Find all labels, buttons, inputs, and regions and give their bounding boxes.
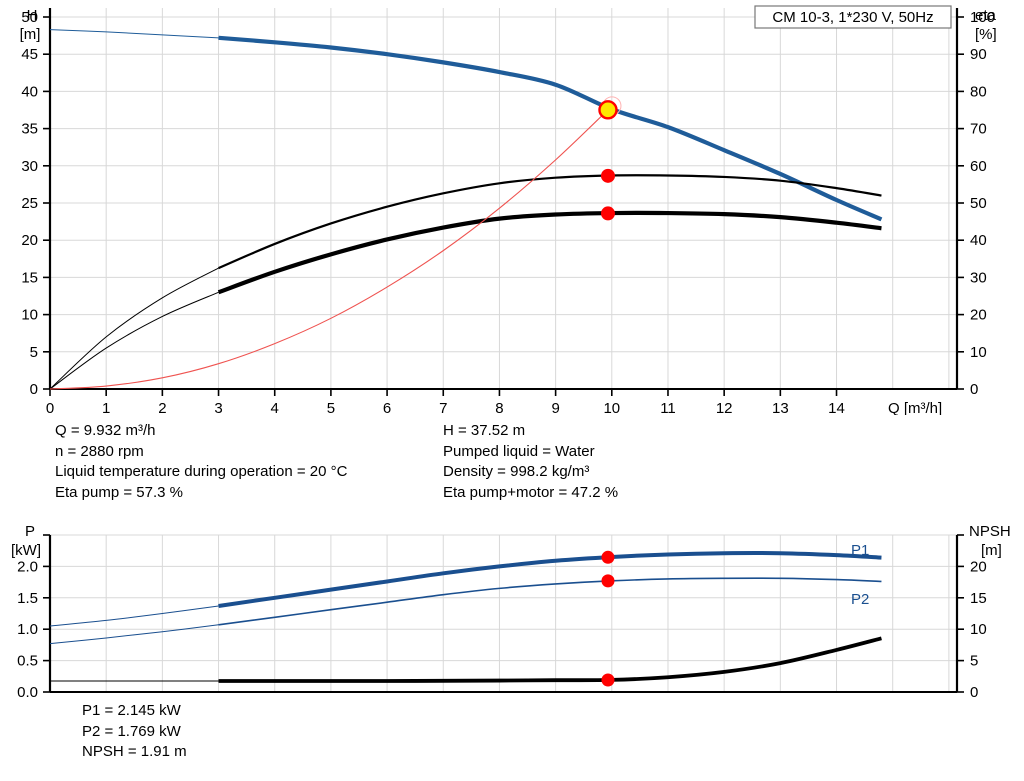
svg-text:15: 15 bbox=[21, 269, 38, 286]
info-p2: P2 = 1.769 kW bbox=[82, 722, 181, 740]
lower-duty-markers bbox=[601, 550, 615, 687]
npsh-axis-title-line2: [m] bbox=[981, 542, 1002, 559]
info-pumped-liquid: Pumped liquid = Water bbox=[443, 442, 595, 460]
svg-text:12: 12 bbox=[716, 400, 733, 415]
upper-axes bbox=[48, 8, 959, 390]
power-info-block: P1 = 2.145 kW P2 = 1.769 kW NPSH = 1.91 … bbox=[82, 701, 187, 763]
svg-text:30: 30 bbox=[970, 269, 987, 286]
svg-text:1: 1 bbox=[102, 400, 110, 415]
svg-text:7: 7 bbox=[439, 400, 447, 415]
lower-axes bbox=[48, 535, 959, 693]
p1-curve-label: P1 bbox=[851, 542, 869, 559]
info-eta-pump-motor: Eta pump+motor = 47.2 % bbox=[443, 483, 619, 501]
svg-text:0: 0 bbox=[30, 381, 38, 398]
upper-curves bbox=[49, 29, 883, 390]
upper-duty-markers bbox=[598, 96, 622, 221]
upper-grid bbox=[50, 8, 957, 390]
svg-text:10: 10 bbox=[970, 344, 987, 361]
info-liquid-temperature: Liquid temperature during operation = 20… bbox=[55, 463, 348, 480]
lower-ticks bbox=[43, 534, 964, 693]
svg-text:70: 70 bbox=[970, 121, 987, 138]
svg-text:50: 50 bbox=[21, 9, 38, 26]
svg-text:80: 80 bbox=[970, 83, 987, 100]
svg-text:0: 0 bbox=[46, 400, 54, 415]
svg-text:90: 90 bbox=[970, 46, 987, 63]
info-n: n = 2880 rpm bbox=[55, 442, 144, 460]
svg-text:5: 5 bbox=[970, 653, 978, 670]
q-axis-title: Q [m³/h] bbox=[888, 400, 942, 415]
svg-text:13: 13 bbox=[772, 400, 789, 415]
svg-text:5: 5 bbox=[30, 344, 38, 361]
lower-grid bbox=[50, 534, 957, 693]
svg-text:2.0: 2.0 bbox=[17, 558, 38, 575]
chart-title-box: CM 10-3, 1*230 V, 50Hz bbox=[754, 5, 952, 29]
svg-text:100: 100 bbox=[970, 9, 995, 26]
svg-text:30: 30 bbox=[21, 158, 38, 175]
power-npsh-chart: 0.0 0.5 1.0 1.5 2.0 0 5 10 15 20 P [kW] NPSH [m] … bbox=[0, 515, 1024, 705]
svg-text:20: 20 bbox=[970, 307, 987, 324]
upper-tick-labels: 0510152025303540455001020304050607080901… bbox=[21, 9, 995, 415]
svg-text:15: 15 bbox=[970, 590, 987, 607]
svg-text:1.0: 1.0 bbox=[17, 621, 38, 638]
duty-info-right: H = 37.52 m Pumped liquid = Water Densit… bbox=[443, 421, 618, 503]
chart-title-label: CM 10-3, 1*230 V, 50Hz bbox=[772, 9, 933, 26]
svg-text:8: 8 bbox=[495, 400, 503, 415]
svg-text:9: 9 bbox=[551, 400, 559, 415]
svg-text:0.0: 0.0 bbox=[17, 684, 38, 701]
svg-text:2: 2 bbox=[158, 400, 166, 415]
lower-curves bbox=[49, 551, 882, 683]
upper-ticks bbox=[43, 16, 964, 396]
svg-text:35: 35 bbox=[21, 121, 38, 138]
p-axis-title-line2: [kW] bbox=[11, 542, 41, 559]
svg-text:10: 10 bbox=[21, 307, 38, 324]
head-eta-chart: 0 5 10 15 20 25 30 35 40 45 50 0 10 20 30 40 50 60 70 80 90 1… bbox=[20, 5, 997, 415]
svg-text:0.5: 0.5 bbox=[17, 653, 38, 670]
p-axis-title-line1: P bbox=[25, 523, 35, 540]
h-axis-title-line1: H bbox=[27, 7, 38, 24]
info-p1: P1 = 2.145 kW bbox=[82, 702, 181, 719]
info-npsh: NPSH = 1.91 m bbox=[82, 743, 187, 760]
info-density: Density = 998.2 kg/m³ bbox=[443, 463, 590, 480]
svg-text:60: 60 bbox=[970, 158, 987, 175]
svg-text:0: 0 bbox=[970, 381, 978, 398]
svg-text:20: 20 bbox=[21, 232, 38, 249]
svg-text:10: 10 bbox=[603, 400, 620, 415]
svg-text:20: 20 bbox=[970, 558, 987, 575]
lower-tick-labels: 0.0 0.5 1.0 1.5 2.0 0 5 10 15 20 bbox=[17, 558, 987, 701]
p2-curve-label: P2 bbox=[851, 591, 869, 608]
svg-text:6: 6 bbox=[383, 400, 391, 415]
info-h: H = 37.52 m bbox=[443, 422, 526, 439]
npsh-axis-title-line1: NPSH bbox=[969, 523, 1011, 540]
info-eta-pump: Eta pump = 57.3 % bbox=[55, 483, 183, 501]
duty-info-left: Q = 9.932 m³/h n = 2880 rpm Liquid tempe… bbox=[55, 421, 347, 503]
eta-axis-title-line1: eta bbox=[975, 7, 997, 24]
svg-text:5: 5 bbox=[327, 400, 335, 415]
svg-text:45: 45 bbox=[21, 46, 38, 63]
svg-text:40: 40 bbox=[970, 232, 987, 249]
svg-text:25: 25 bbox=[21, 195, 38, 212]
svg-text:3: 3 bbox=[214, 400, 222, 415]
svg-text:50: 50 bbox=[970, 195, 987, 212]
h-axis-title-line2: [m] bbox=[20, 26, 41, 43]
eta-axis-title-line2: [%] bbox=[975, 26, 997, 43]
svg-text:11: 11 bbox=[660, 400, 676, 415]
svg-text:4: 4 bbox=[271, 400, 279, 415]
head-eta-svg: 0510152025303540455001020304050607080901… bbox=[20, 5, 997, 415]
svg-text:14: 14 bbox=[828, 400, 845, 415]
info-q: Q = 9.932 m³/h bbox=[55, 422, 156, 439]
svg-text:0: 0 bbox=[970, 684, 978, 701]
svg-text:40: 40 bbox=[21, 83, 38, 100]
svg-text:10: 10 bbox=[970, 621, 987, 638]
svg-text:1.5: 1.5 bbox=[17, 590, 38, 607]
